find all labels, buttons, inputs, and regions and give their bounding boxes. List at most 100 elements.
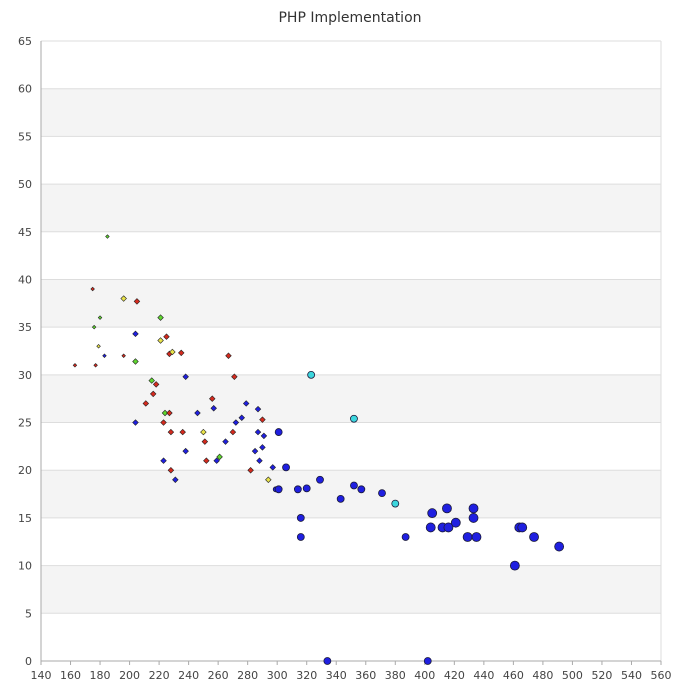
data-point bbox=[167, 428, 175, 436]
data-point bbox=[554, 541, 565, 552]
data-point bbox=[357, 485, 366, 494]
data-points bbox=[72, 234, 565, 665]
y-tick-label: 0 bbox=[25, 655, 32, 668]
data-point bbox=[269, 464, 276, 471]
chart-title: PHP Implementation bbox=[278, 10, 421, 26]
data-point bbox=[254, 405, 262, 413]
data-point bbox=[157, 314, 164, 321]
data-point bbox=[391, 499, 400, 508]
grid-band bbox=[41, 88, 661, 137]
x-tick-label: 220 bbox=[149, 669, 170, 682]
x-tick-label: 500 bbox=[562, 669, 583, 682]
x-tick-label: 540 bbox=[621, 669, 642, 682]
data-point bbox=[471, 532, 482, 542]
data-point bbox=[203, 457, 210, 464]
data-point bbox=[160, 457, 167, 464]
data-point bbox=[96, 344, 101, 349]
x-tick-label: 260 bbox=[208, 669, 229, 682]
data-point bbox=[142, 400, 150, 407]
x-tick-label: 140 bbox=[31, 669, 52, 682]
data-point bbox=[336, 494, 345, 503]
data-point bbox=[296, 533, 305, 541]
x-tick-label: 180 bbox=[90, 669, 111, 682]
data-point bbox=[307, 370, 316, 379]
data-point bbox=[178, 349, 185, 357]
x-tick-label: 560 bbox=[651, 669, 672, 682]
data-point bbox=[316, 475, 324, 484]
data-point bbox=[166, 409, 173, 417]
grid-bands bbox=[41, 88, 661, 614]
x-tick-label: 400 bbox=[414, 669, 435, 682]
data-point bbox=[450, 517, 461, 528]
data-point bbox=[232, 419, 240, 426]
data-point bbox=[172, 476, 179, 483]
y-tick-label: 35 bbox=[18, 321, 32, 334]
data-point bbox=[274, 428, 283, 436]
x-tick-label: 360 bbox=[355, 669, 376, 682]
y-tick-label: 15 bbox=[18, 512, 32, 525]
data-point bbox=[254, 428, 262, 436]
x-tick-label: 320 bbox=[296, 669, 317, 682]
y-tick-label: 20 bbox=[18, 464, 32, 477]
data-point bbox=[179, 428, 186, 436]
data-point bbox=[132, 330, 139, 338]
data-point bbox=[149, 390, 157, 398]
data-point bbox=[229, 428, 237, 436]
data-point bbox=[182, 447, 189, 455]
data-point bbox=[105, 234, 110, 239]
data-point bbox=[167, 467, 175, 474]
data-point bbox=[194, 409, 201, 417]
y-tick-label: 25 bbox=[18, 417, 32, 430]
data-point bbox=[259, 416, 266, 423]
data-point bbox=[423, 657, 432, 665]
data-point bbox=[231, 373, 238, 380]
data-point bbox=[148, 377, 155, 384]
data-point bbox=[260, 432, 268, 440]
data-point bbox=[529, 532, 539, 542]
data-point bbox=[256, 457, 263, 464]
data-point bbox=[462, 532, 473, 542]
data-point bbox=[427, 508, 438, 519]
data-point bbox=[160, 419, 167, 426]
data-point bbox=[121, 353, 126, 358]
x-tick-label: 280 bbox=[237, 669, 258, 682]
data-point bbox=[120, 295, 127, 302]
axes bbox=[40, 41, 661, 662]
data-point bbox=[238, 414, 245, 421]
data-point bbox=[517, 522, 528, 533]
grid-band bbox=[41, 184, 661, 232]
data-point bbox=[247, 467, 254, 474]
data-point bbox=[274, 485, 283, 494]
y-tick-label: 40 bbox=[18, 273, 32, 286]
data-point bbox=[132, 419, 139, 426]
data-point bbox=[293, 485, 302, 494]
grid-band bbox=[41, 279, 661, 328]
x-tick-label: 200 bbox=[119, 669, 140, 682]
data-point bbox=[350, 481, 358, 490]
y-tick-label: 5 bbox=[25, 607, 32, 620]
x-tick-label: 240 bbox=[178, 669, 199, 682]
data-point bbox=[201, 438, 209, 445]
data-point bbox=[251, 447, 259, 455]
x-tick-label: 340 bbox=[326, 669, 347, 682]
x-tick-label: 380 bbox=[385, 669, 406, 682]
x-tick-label: 480 bbox=[532, 669, 553, 682]
data-point bbox=[282, 463, 290, 472]
x-tick-label: 160 bbox=[60, 669, 81, 682]
data-point bbox=[152, 381, 160, 388]
data-point bbox=[323, 657, 332, 665]
x-tick-label: 420 bbox=[444, 669, 465, 682]
data-point bbox=[169, 348, 176, 356]
data-point bbox=[401, 533, 410, 541]
data-point bbox=[102, 353, 107, 358]
grid-band bbox=[41, 374, 661, 423]
data-point bbox=[302, 484, 311, 493]
data-point bbox=[443, 522, 454, 533]
y-tick-label: 30 bbox=[18, 369, 32, 382]
data-point bbox=[182, 373, 189, 380]
y-tick-label: 65 bbox=[18, 35, 32, 48]
data-point bbox=[93, 363, 98, 368]
data-point bbox=[259, 444, 266, 451]
data-point bbox=[216, 453, 223, 461]
